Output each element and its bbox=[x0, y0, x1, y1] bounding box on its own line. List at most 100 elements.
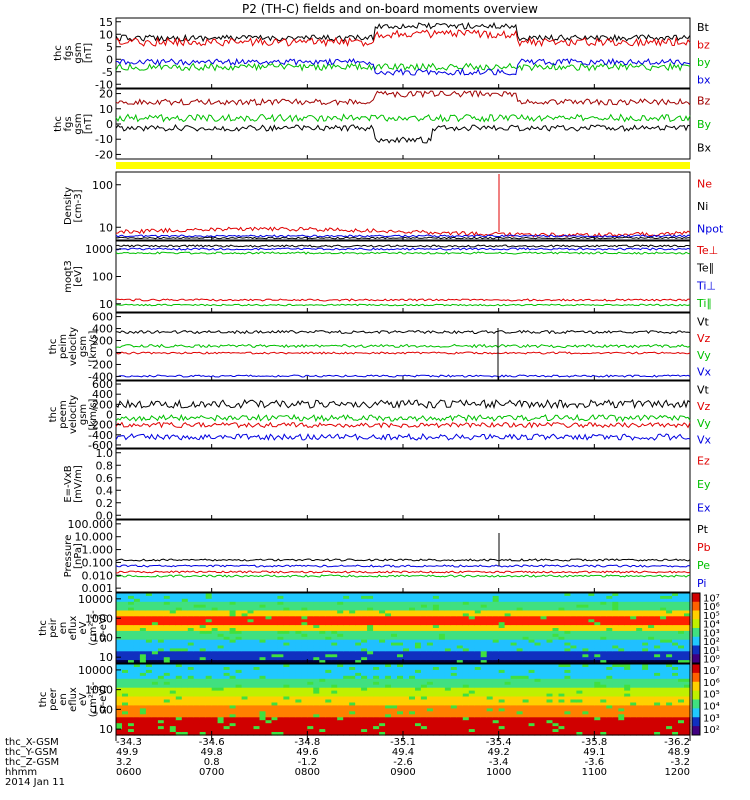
spectrogram-cell bbox=[205, 657, 213, 661]
spectrogram-cell bbox=[486, 613, 494, 617]
spectrogram-cell bbox=[403, 593, 410, 597]
spectrogram-cell bbox=[283, 687, 290, 692]
spectrogram-cell bbox=[277, 607, 284, 612]
spectrogram-cell bbox=[468, 595, 476, 600]
spectrogram-cell bbox=[373, 690, 380, 695]
spectrogram-cell bbox=[648, 672, 655, 677]
spectrogram-cell bbox=[247, 628, 255, 632]
spectrogram-cell bbox=[301, 636, 308, 641]
spectrogram-cell bbox=[301, 708, 308, 712]
spectrogram-cell bbox=[504, 604, 512, 609]
spectrogram-cell bbox=[199, 717, 207, 721]
spectrogram-cell bbox=[438, 714, 446, 718]
spectrogram-cell bbox=[474, 604, 482, 609]
spectrogram-cell bbox=[492, 610, 500, 614]
spectrogram-cell bbox=[151, 672, 159, 677]
spectrogram-cell bbox=[223, 672, 231, 677]
spectrogram-cell bbox=[480, 633, 488, 638]
spectrogram-cell bbox=[361, 633, 368, 638]
spectrogram-cell bbox=[504, 619, 512, 623]
spectrogram-cell bbox=[289, 595, 296, 600]
spectrogram-cell bbox=[612, 628, 619, 632]
spectrogram-cell bbox=[295, 732, 302, 736]
spectrogram-cell bbox=[624, 657, 631, 661]
spectrogram-cell bbox=[403, 681, 410, 686]
spectrogram-cell bbox=[492, 720, 500, 724]
spectrogram-cell bbox=[534, 657, 542, 661]
spectrogram-cell bbox=[546, 687, 554, 692]
spectrogram-cell bbox=[600, 678, 607, 683]
spectrogram-cell bbox=[391, 633, 398, 638]
spectrogram-cell bbox=[331, 633, 338, 638]
te-par-line bbox=[115, 244, 691, 248]
spectrogram-cell bbox=[672, 636, 679, 641]
spectrogram-cell bbox=[301, 630, 308, 635]
spectrogram-cell bbox=[122, 657, 129, 661]
spectrogram-cell bbox=[367, 687, 374, 692]
spectrogram-cell bbox=[666, 636, 673, 641]
spectrogram-cell bbox=[151, 705, 159, 709]
spectrogram-cell bbox=[570, 672, 577, 677]
spectrogram-cell bbox=[229, 708, 237, 712]
spectrogram-cell bbox=[151, 648, 159, 652]
spectrogram-cell bbox=[570, 678, 577, 683]
spectrogram-cell bbox=[432, 690, 440, 695]
spectrogram-cell bbox=[295, 595, 302, 600]
spectrogram-cell bbox=[618, 667, 625, 671]
spectrogram-cell bbox=[211, 705, 219, 709]
spectrogram-cell bbox=[169, 639, 177, 644]
spectrogram-cell bbox=[199, 675, 207, 680]
spectrogram-cell bbox=[468, 696, 476, 701]
spectrogram-cell bbox=[594, 610, 601, 614]
spectrogram-cell bbox=[349, 720, 356, 724]
spectrogram-cell bbox=[277, 678, 284, 683]
colorbar-tick-label: 10⁵ bbox=[703, 611, 720, 622]
spectrogram-cell bbox=[211, 729, 219, 733]
spectrogram-cell bbox=[564, 651, 571, 655]
spectrogram-cell bbox=[415, 708, 422, 712]
spectrogram-cell bbox=[295, 642, 302, 647]
spectrogram-cell bbox=[157, 711, 165, 715]
spectrogram-cell bbox=[289, 625, 296, 629]
spectrogram-cell bbox=[642, 690, 649, 695]
spectrogram-cell bbox=[534, 705, 542, 709]
spectrogram-cell bbox=[199, 714, 207, 718]
spectrogram-cell bbox=[564, 678, 571, 683]
spectrogram-cell bbox=[169, 687, 177, 692]
spectrogram-cell bbox=[301, 648, 308, 652]
spectrogram-cell bbox=[678, 667, 685, 671]
spectrogram-cell bbox=[271, 660, 279, 664]
spectrogram-cell bbox=[666, 604, 673, 609]
spectrogram-cell bbox=[247, 598, 255, 603]
spectrogram-cell bbox=[139, 660, 147, 664]
vz-e-line bbox=[115, 421, 691, 429]
spectrogram-cell bbox=[157, 664, 165, 668]
spectrogram-cell bbox=[259, 669, 267, 674]
spectrogram-cell bbox=[157, 633, 165, 638]
spectrogram-cell bbox=[343, 651, 350, 655]
colorbar-tick-label: 10³ bbox=[703, 628, 720, 639]
spectrogram-cell bbox=[480, 628, 488, 632]
spectrogram-cell bbox=[223, 684, 231, 689]
spectrogram-cell bbox=[444, 693, 452, 698]
spectrogram-cell bbox=[522, 699, 530, 704]
spectrogram-cell bbox=[205, 684, 213, 689]
spectrogram-cell bbox=[229, 657, 237, 661]
spectrogram-cell bbox=[540, 708, 548, 712]
spectrogram-cell bbox=[642, 664, 649, 668]
spectrogram-cell bbox=[247, 684, 255, 689]
spectrogram-cell bbox=[265, 732, 273, 736]
spectrogram-cell bbox=[157, 678, 165, 683]
spectrogram-cell bbox=[367, 622, 374, 626]
spectrogram-cell bbox=[504, 702, 512, 707]
spectrogram-cell bbox=[373, 593, 380, 597]
spectrogram-cell bbox=[492, 616, 500, 620]
spectrogram-cell bbox=[331, 619, 338, 623]
spectrogram-cell bbox=[588, 690, 595, 695]
spectrogram-cell bbox=[474, 607, 482, 612]
y-axis-label: thc fgs gsm [nT] bbox=[53, 113, 94, 134]
spectrogram-cell bbox=[367, 593, 374, 597]
spectrogram-cell bbox=[528, 619, 536, 623]
spectrogram-cell bbox=[660, 648, 667, 652]
spectrogram-cell bbox=[247, 613, 255, 617]
